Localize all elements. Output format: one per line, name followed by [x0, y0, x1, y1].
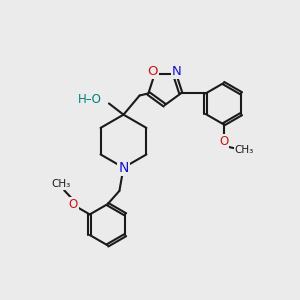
Text: O: O	[69, 198, 78, 211]
Text: O: O	[219, 135, 228, 148]
Text: CH₃: CH₃	[52, 179, 71, 189]
Text: H–O: H–O	[78, 93, 102, 106]
Text: CH₃: CH₃	[235, 145, 254, 155]
Text: N: N	[118, 161, 129, 175]
Text: N: N	[172, 65, 182, 78]
Text: O: O	[147, 65, 158, 78]
